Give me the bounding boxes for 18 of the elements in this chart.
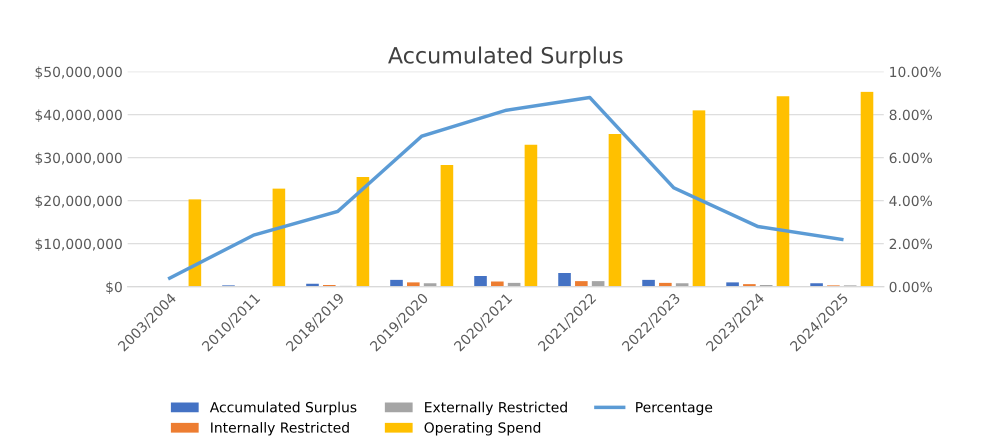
y2-tick-label: 6.00%: [890, 152, 932, 164]
y2-tick-label: 8.00%: [890, 110, 932, 120]
y-tick-label: $10,000,000: [36, 238, 122, 252]
y2-tick-label: 0.00%: [890, 282, 932, 292]
y-tick-label: $20,000,000: [36, 195, 122, 208]
legend-label: Accumulated Surplus: [210, 402, 356, 416]
y-tick-label: $0: [106, 281, 122, 294]
legend-label: Externally Restricted: [425, 402, 567, 416]
y2-tick-label: 10.00%: [890, 66, 941, 78]
y-tick-label: $30,000,000: [36, 152, 122, 166]
chart-title: Accumulated Surplus: [388, 46, 622, 68]
legend-label: Percentage: [636, 402, 712, 416]
legend-label: Operating Spend: [424, 422, 540, 436]
y2-tick-label: 4.00%: [889, 196, 932, 206]
legend-label: Internally Restricted: [211, 422, 349, 436]
y2-tick-label: 2.00%: [890, 238, 932, 250]
y-tick-label: $40,000,000: [36, 109, 122, 122]
y-tick-label: $50,000,000: [36, 66, 122, 79]
